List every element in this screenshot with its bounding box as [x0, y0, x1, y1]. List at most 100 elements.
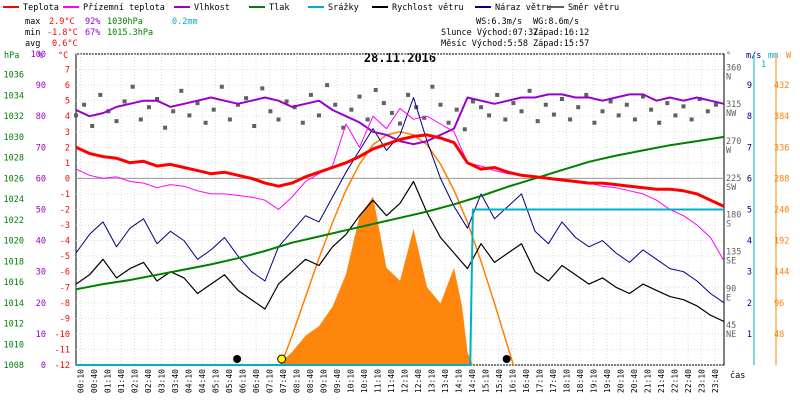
- legend-label: Teplota: [23, 3, 59, 13]
- wind-dir-point: [560, 97, 564, 102]
- wind-dir-point: [624, 102, 629, 107]
- wind-dir-point: [511, 101, 516, 106]
- x-tick-label: 18:40: [576, 369, 585, 393]
- x-tick-label: 04:40: [198, 369, 207, 393]
- axis-tick-humidity: 20: [36, 299, 46, 309]
- axis-tick-solar: 336: [774, 143, 789, 153]
- wind-dir-point: [317, 113, 321, 118]
- axis-tick-wind-dir-name: SE: [726, 257, 736, 267]
- stat-wind-speed: WS:6.3m/s: [476, 17, 522, 27]
- x-tick-label: 20:10: [617, 369, 626, 393]
- axis-tick-wind-dir: 90: [726, 284, 736, 294]
- axis-tick-temperature: 3: [65, 128, 70, 138]
- wind-dir-point: [179, 88, 184, 93]
- axis-tick-humidity: 100: [31, 50, 46, 60]
- axis-tick-pressure: 1036: [4, 71, 24, 81]
- axis-tick-temperature: -1: [60, 190, 70, 200]
- wind-dir-point: [203, 120, 208, 125]
- x-tick-label: 10:10: [347, 369, 356, 393]
- wind-dir-point: [657, 120, 662, 125]
- wind-dir-point: [608, 99, 613, 104]
- axis-tick-wind-dir: 315: [726, 100, 741, 110]
- x-tick-label: 02:40: [144, 369, 153, 393]
- wind-dir-point: [487, 113, 492, 118]
- stat-min-hum: 67%: [85, 28, 100, 38]
- wind-dir-point: [406, 92, 411, 97]
- axis-tick-solar: 288: [774, 174, 789, 184]
- axis-tick-solar: 144: [774, 268, 789, 278]
- x-tick-label: 19:10: [590, 369, 599, 393]
- axis-tick-pressure: 1032: [4, 112, 24, 122]
- x-tick-label: 13:10: [428, 369, 437, 393]
- wind-dir-point: [438, 102, 443, 107]
- stat-max-press: 1030hPa: [107, 17, 143, 27]
- wind-dir-point: [381, 101, 386, 106]
- wind-dir-point: [446, 120, 451, 125]
- axis-tick-wind-speed: 5: [747, 206, 752, 216]
- axis-tick-wind-speed: 7: [747, 143, 752, 153]
- wind-dir-point: [454, 107, 459, 112]
- wind-dir-point: [252, 124, 257, 129]
- axis-tick-temperature: 6: [65, 81, 70, 91]
- wind-dir-point: [422, 115, 427, 120]
- axis-tick-solar: 96: [774, 299, 784, 309]
- wind-dir-point: [576, 105, 581, 110]
- axis-tick-pressure: 1026: [4, 174, 24, 184]
- wind-dir-point: [535, 119, 540, 124]
- axis-tick-pressure: 1024: [4, 195, 24, 205]
- stat-min-label: min: [25, 28, 40, 38]
- axis-tick-humidity: 70: [36, 143, 46, 153]
- x-tick-label: 06:10: [239, 369, 248, 393]
- series-ground-temp: [75, 107, 725, 262]
- wind-dir-point: [592, 120, 597, 125]
- x-tick-label: 05:10: [212, 369, 221, 393]
- legend-label: Náraz větru: [495, 3, 551, 13]
- wind-dir-point: [641, 94, 645, 99]
- x-tick-label: 11:40: [387, 369, 396, 393]
- axis-tick-humidity: 10: [36, 330, 46, 340]
- axis-tick-wind-speed: 9: [747, 81, 752, 91]
- series-wind-speed: [75, 180, 725, 323]
- axis-tick-wind-speed: 8: [747, 112, 752, 122]
- x-tick-label: 11:10: [374, 369, 383, 393]
- axis-tick-humidity: 60: [36, 174, 46, 184]
- stat-moon-set: Západ:15:57: [533, 39, 589, 49]
- wind-dir-point: [211, 107, 216, 112]
- wind-dir-point: [74, 113, 78, 118]
- x-tick-label: 05:40: [225, 369, 234, 393]
- x-tick-label: 21:40: [657, 369, 666, 393]
- axis-tick-solar: 384: [774, 112, 789, 122]
- wind-dir-point: [227, 117, 232, 122]
- x-tick-label: 06:40: [252, 369, 261, 393]
- legend-label: Vlhkost: [194, 3, 230, 13]
- axis-tick-pressure: 1008: [4, 361, 24, 371]
- axis-tick-temperature: 1: [65, 159, 70, 169]
- x-tick-label: 18:10: [563, 369, 572, 393]
- wind-dir-point: [244, 96, 249, 101]
- series-pressure: [75, 135, 725, 291]
- axes: hPa%°C°m/smmW110361034103210301028102610…: [4, 50, 792, 371]
- wind-dir-point: [171, 109, 176, 114]
- axis-tick-solar: 192: [774, 237, 789, 247]
- x-tick-label: 15:10: [482, 369, 491, 393]
- wind-dir-point: [527, 88, 532, 93]
- axis-tick-temperature: -9: [60, 314, 70, 324]
- wind-dir-point: [462, 127, 467, 132]
- sunrise-marker: [277, 354, 287, 364]
- wind-dir-point: [333, 102, 338, 107]
- wind-dir-point: [543, 102, 548, 107]
- series-rain: [76, 208, 724, 366]
- x-tick-label: 07:40: [279, 369, 288, 393]
- wind-dir-point: [470, 99, 475, 104]
- axis-tick-wind-dir-name: S: [726, 220, 731, 230]
- wind-dir-point: [430, 84, 435, 89]
- axis-unit-solar: W: [786, 51, 792, 61]
- series-temperature: [75, 133, 725, 208]
- axis-tick-temperature: -6: [60, 268, 70, 278]
- wind-dir-point: [155, 97, 159, 102]
- axis-tick-solar: 240: [774, 206, 789, 216]
- legend-label: Tlak: [269, 3, 289, 13]
- x-tick-label: 12:40: [414, 369, 423, 393]
- axis-tick-wind-speed: 4: [747, 237, 752, 247]
- axis-tick-wind-dir-name: N: [726, 72, 731, 82]
